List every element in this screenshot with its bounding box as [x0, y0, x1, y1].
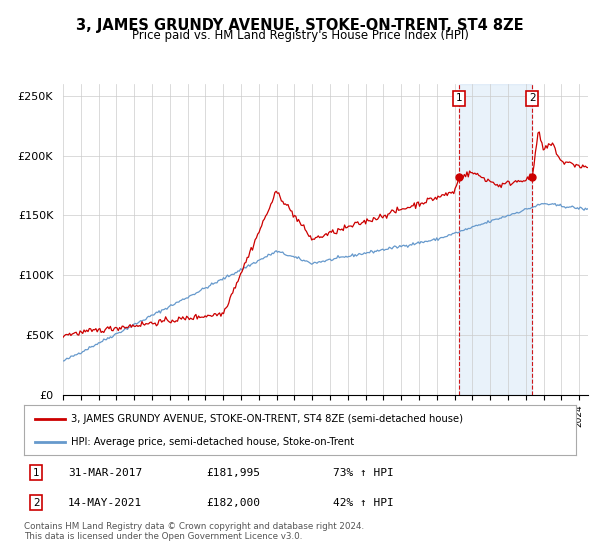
Text: 42% ↑ HPI: 42% ↑ HPI	[333, 498, 394, 508]
Text: 3, JAMES GRUNDY AVENUE, STOKE-ON-TRENT, ST4 8ZE: 3, JAMES GRUNDY AVENUE, STOKE-ON-TRENT, …	[76, 18, 524, 33]
Text: 31-MAR-2017: 31-MAR-2017	[68, 468, 142, 478]
Text: 1: 1	[455, 94, 462, 104]
Text: 2: 2	[529, 94, 536, 104]
Text: Price paid vs. HM Land Registry's House Price Index (HPI): Price paid vs. HM Land Registry's House …	[131, 29, 469, 42]
Text: Contains HM Land Registry data © Crown copyright and database right 2024.
This d: Contains HM Land Registry data © Crown c…	[24, 522, 364, 542]
Text: £181,995: £181,995	[206, 468, 260, 478]
Text: 14-MAY-2021: 14-MAY-2021	[68, 498, 142, 508]
Bar	[459, 84, 532, 395]
Text: HPI: Average price, semi-detached house, Stoke-on-Trent: HPI: Average price, semi-detached house,…	[71, 437, 354, 447]
Text: 3, JAMES GRUNDY AVENUE, STOKE-ON-TRENT, ST4 8ZE (semi-detached house): 3, JAMES GRUNDY AVENUE, STOKE-ON-TRENT, …	[71, 414, 463, 424]
Text: 73% ↑ HPI: 73% ↑ HPI	[333, 468, 394, 478]
Text: 1: 1	[33, 468, 40, 478]
Text: 2: 2	[33, 498, 40, 508]
Text: £182,000: £182,000	[206, 498, 260, 508]
